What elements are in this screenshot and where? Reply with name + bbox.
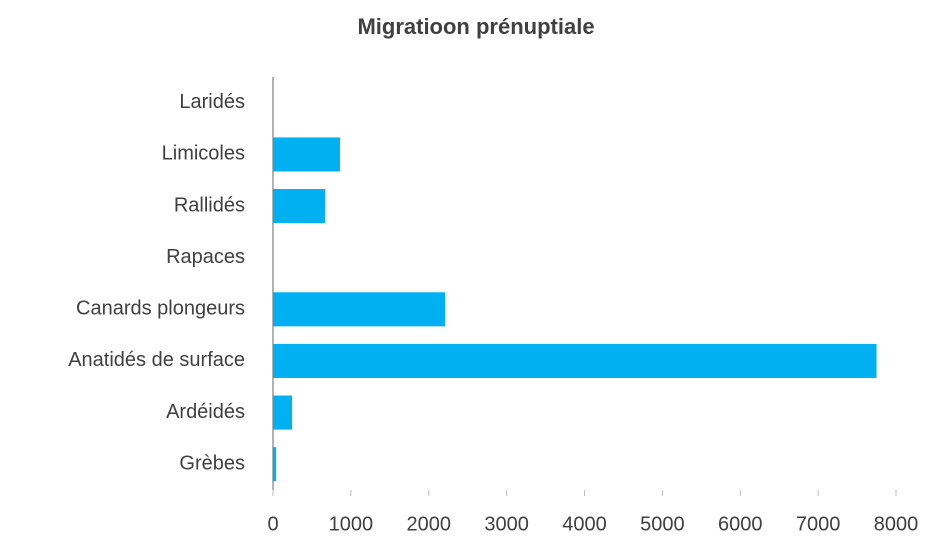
bar	[273, 137, 340, 172]
bar	[273, 343, 877, 378]
y-tick-label: Grèbes	[179, 452, 245, 474]
x-tick-label: 8000	[874, 513, 919, 535]
y-tick-label: Rallidés	[174, 194, 245, 216]
x-tick-label: 4000	[562, 513, 607, 535]
y-tick-label: Rapaces	[166, 246, 245, 268]
x-tick-label: 5000	[640, 513, 685, 535]
x-tick-label: 0	[267, 513, 278, 535]
bar	[273, 292, 446, 327]
bar	[273, 447, 277, 482]
chart-title: Migratioon prénuptiale	[357, 14, 594, 39]
y-tick-label: Limicoles	[162, 143, 245, 165]
y-tick-label: Anatidés de surface	[68, 349, 245, 371]
bar	[273, 395, 293, 430]
y-tick-label: Laridés	[179, 91, 245, 113]
x-tick-label: 3000	[484, 513, 529, 535]
x-tick-label: 7000	[796, 513, 841, 535]
y-tick-label: Canards plongeurs	[76, 298, 245, 320]
x-tick-label: 1000	[329, 513, 374, 535]
bar	[273, 189, 326, 224]
y-tick-label: Ardéidés	[166, 401, 245, 423]
x-tick-label: 2000	[407, 513, 452, 535]
x-tick-label: 6000	[718, 513, 763, 535]
